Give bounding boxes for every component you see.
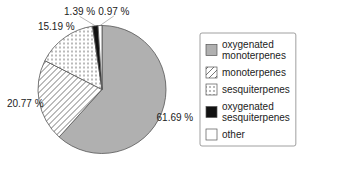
legend-frame bbox=[200, 33, 296, 146]
legend-label: monoterpenes bbox=[222, 67, 286, 78]
legend-label-line: oxygenated bbox=[222, 39, 274, 50]
leader-line bbox=[100, 16, 114, 26]
pie-slice bbox=[93, 26, 102, 90]
legend-swatch bbox=[206, 45, 217, 56]
legend-label-line: monoterpenes bbox=[222, 50, 286, 61]
legend-label-line: monoterpenes bbox=[222, 67, 286, 78]
legend-swatch bbox=[206, 67, 217, 78]
legend-label-line: sesquiterpenes bbox=[222, 84, 290, 95]
legend-swatch bbox=[206, 107, 217, 118]
leader-line bbox=[80, 16, 96, 26]
pie bbox=[38, 26, 166, 154]
legend: oxygenatedmonoterpenesmonoterpenessesqui… bbox=[200, 33, 296, 146]
data-labels: 61.69 % 20.77 % 15.19 % 1.39 %0.97 % bbox=[7, 6, 193, 123]
chart: 61.69 % 20.77 % 15.19 % 1.39 %0.97 % oxygena… bbox=[0, 0, 364, 179]
data-label: 1.39 % bbox=[64, 6, 95, 17]
legend-label: other bbox=[222, 129, 245, 140]
data-label: 61.69 % bbox=[157, 112, 194, 123]
legend-label-line: sesquiterpenes bbox=[222, 112, 290, 123]
legend-swatch bbox=[206, 129, 217, 140]
legend-label: oxygenatedsesquiterpenes bbox=[222, 101, 290, 123]
data-label: 20.77 % bbox=[7, 98, 44, 109]
pie-slice bbox=[98, 26, 102, 90]
data-label: 15.19 % bbox=[38, 21, 75, 32]
pie-slice bbox=[45, 26, 102, 89]
legend-label: sesquiterpenes bbox=[222, 84, 290, 95]
data-label: 0.97 % bbox=[98, 6, 129, 17]
legend-label-line: oxygenated bbox=[222, 101, 274, 112]
legend-swatch bbox=[206, 84, 217, 95]
legend-label: oxygenatedmonoterpenes bbox=[222, 39, 286, 61]
legend-label-line: other bbox=[222, 129, 245, 140]
